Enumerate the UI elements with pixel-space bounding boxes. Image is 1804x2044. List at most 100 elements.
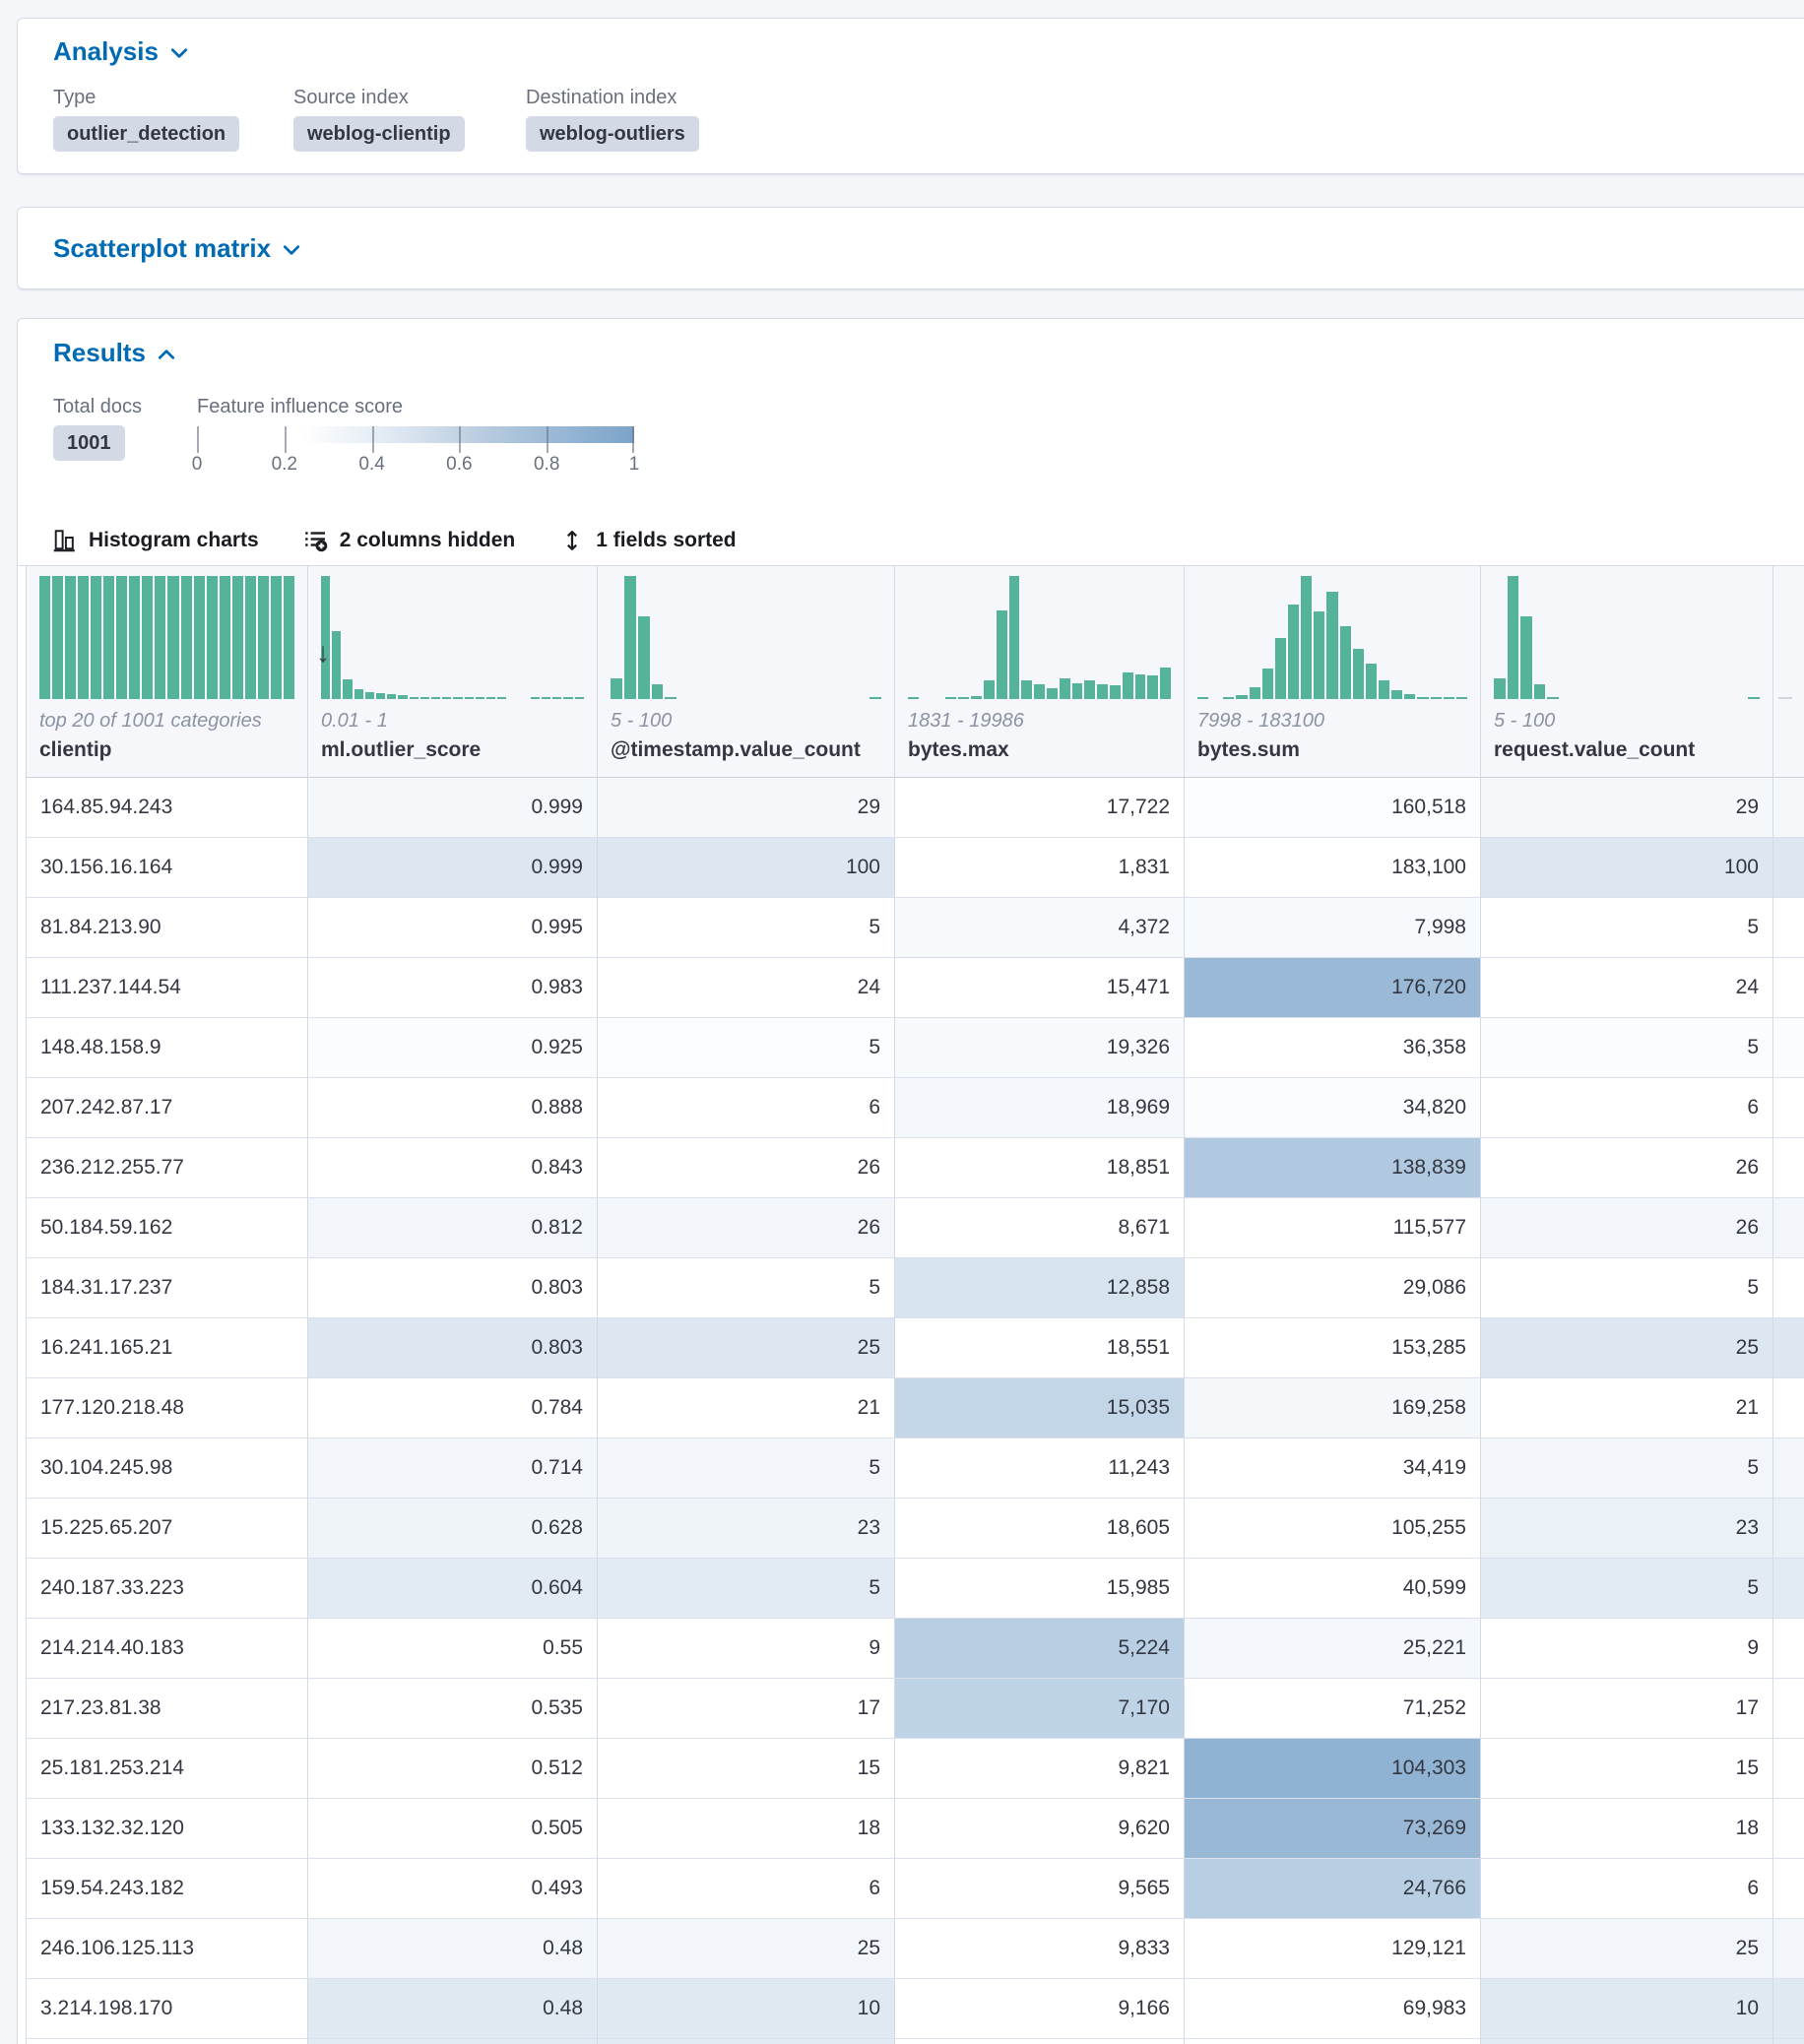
column-name[interactable]: bytes.sum xyxy=(1197,738,1300,761)
cell-bytes-max[interactable]: 11,243 xyxy=(895,1438,1185,1499)
cell-ml-outlier-score[interactable]: 0.505 xyxy=(308,1799,598,1859)
cell-clientip[interactable]: 207.242.87.17 xyxy=(27,1078,308,1138)
cell-ml-outlier-score[interactable]: 0.48 xyxy=(308,1919,598,1979)
cell-request-value-count[interactable]: 17 xyxy=(1481,1679,1773,1739)
column-name[interactable]: @timestamp.value_count xyxy=(611,738,861,761)
cell--timestamp-value-count[interactable]: 5 xyxy=(598,1559,895,1619)
cell-clientip[interactable]: 159.54.243.182 xyxy=(27,1859,308,1919)
cell-clientip[interactable]: 184.31.17.237 xyxy=(27,1258,308,1318)
column-name[interactable]: bytes.max xyxy=(908,738,1009,761)
column-header-bytes-sum[interactable]: 7998 - 183100 bytes.sum xyxy=(1185,566,1481,778)
cell-ml-outlier-score[interactable]: 0.714 xyxy=(308,1438,598,1499)
cell--timestamp-value-count[interactable]: 24 xyxy=(598,958,895,1018)
column-header--timestamp-value-count[interactable]: 5 - 100 @timestamp.value_count xyxy=(598,566,895,778)
cell--timestamp-value-count[interactable]: 10 xyxy=(598,1979,895,2039)
cell-bytes-sum[interactable]: 40,599 xyxy=(1185,1559,1481,1619)
cell-clientip[interactable]: 148.48.158.9 xyxy=(27,1018,308,1078)
cell-ml-outlier-score[interactable]: 0.999 xyxy=(308,778,598,838)
column-name[interactable]: request.value_count xyxy=(1494,738,1696,761)
column-header-bytes-max[interactable]: 1831 - 19986 bytes.max xyxy=(895,566,1185,778)
cell-request-value-count[interactable]: 21 xyxy=(1481,1378,1773,1438)
scatterplot-panel-toggle[interactable]: Scatterplot matrix xyxy=(53,231,300,265)
cell-ml-outlier-score[interactable]: 0.995 xyxy=(308,898,598,958)
cell-ml-outlier-score[interactable]: 0.55 xyxy=(308,1619,598,1679)
cell-request-value-count[interactable]: 6 xyxy=(1481,1078,1773,1138)
cell-bytes-sum[interactable]: 36,358 xyxy=(1185,1018,1481,1078)
cell-bytes-max[interactable]: 18,969 xyxy=(895,1078,1185,1138)
cell-clientip[interactable]: 15.225.65.207 xyxy=(27,1499,308,1559)
cell-request-value-count[interactable]: 23 xyxy=(1481,1499,1773,1559)
cell-request-value-count[interactable]: 10 xyxy=(1481,1979,1773,2039)
cell-request-value-count[interactable]: 5 xyxy=(1481,1438,1773,1499)
cell-ml-outlier-score[interactable]: 0.983 xyxy=(308,958,598,1018)
cell-bytes-max[interactable]: 1,831 xyxy=(895,838,1185,898)
cell-clientip[interactable]: 177.120.218.48 xyxy=(27,1378,308,1438)
cell-request-value-count[interactable]: 29 xyxy=(1481,778,1773,838)
cell-ml-outlier-score[interactable]: 0.888 xyxy=(308,1078,598,1138)
cell-ml-outlier-score[interactable]: 0.512 xyxy=(308,1739,598,1799)
cell-bytes-max[interactable]: 9,833 xyxy=(895,1919,1185,1979)
cell-request-value-count[interactable]: 25 xyxy=(1481,1919,1773,1979)
cell-bytes-sum[interactable]: 34,419 xyxy=(1185,1438,1481,1499)
cell-clientip[interactable]: 50.184.59.162 xyxy=(27,1198,308,1258)
cell-bytes-sum[interactable]: 153,285 xyxy=(1185,1318,1481,1378)
cell-bytes-max[interactable]: 19,326 xyxy=(895,1018,1185,1078)
cell-clientip[interactable]: 30.156.16.164 xyxy=(27,838,308,898)
cell-ml-outlier-score[interactable]: 0.803 xyxy=(308,1258,598,1318)
histogram-charts-button[interactable]: Histogram charts xyxy=(53,529,259,552)
cell-bytes-max[interactable]: 8,671 xyxy=(895,1198,1185,1258)
cell-clientip[interactable]: 30.104.245.98 xyxy=(27,1438,308,1499)
cell--timestamp-value-count[interactable]: 26 xyxy=(598,1198,895,1258)
cell-bytes-sum[interactable]: 73,269 xyxy=(1185,1799,1481,1859)
cell-clientip[interactable]: 81.84.213.90 xyxy=(27,898,308,958)
cell--timestamp-value-count[interactable]: 25 xyxy=(598,1919,895,1979)
cell--timestamp-value-count[interactable]: 15 xyxy=(598,1739,895,1799)
cell-bytes-max[interactable]: 18,851 xyxy=(895,1138,1185,1198)
cell-clientip[interactable]: 214.214.40.183 xyxy=(27,1619,308,1679)
cell-request-value-count[interactable]: 5 xyxy=(1481,1018,1773,1078)
cell-ml-outlier-score[interactable]: 0.535 xyxy=(308,1679,598,1739)
cell-bytes-sum[interactable]: 24,766 xyxy=(1185,1859,1481,1919)
cell--timestamp-value-count[interactable]: 21 xyxy=(598,1378,895,1438)
cell-bytes-sum[interactable]: 160,518 xyxy=(1185,778,1481,838)
cell-ml-outlier-score[interactable]: 0.48 xyxy=(308,1979,598,2039)
cell-bytes-sum[interactable]: 183,100 xyxy=(1185,838,1481,898)
cell-clientip[interactable]: 16.241.165.21 xyxy=(27,1318,308,1378)
cell-bytes-sum[interactable]: 129,121 xyxy=(1185,1919,1481,1979)
cell--timestamp-value-count[interactable]: 25 xyxy=(598,1318,895,1378)
cell-bytes-max[interactable]: 12,858 xyxy=(895,1258,1185,1318)
cell-bytes-max[interactable]: 15,985 xyxy=(895,1559,1185,1619)
analysis-panel-toggle[interactable]: Analysis xyxy=(53,34,188,68)
cell-request-value-count[interactable]: 25 xyxy=(1481,1318,1773,1378)
cell-request-value-count[interactable]: 5 xyxy=(1481,898,1773,958)
cell-bytes-max[interactable]: 18,605 xyxy=(895,1499,1185,1559)
cell-bytes-max[interactable]: 7,170 xyxy=(895,1679,1185,1739)
cell-bytes-max[interactable]: 4,372 xyxy=(895,898,1185,958)
cell-clientip[interactable]: 240.187.33.223 xyxy=(27,1559,308,1619)
cell-ml-outlier-score[interactable]: 0.843 xyxy=(308,1138,598,1198)
cell-ml-outlier-score[interactable]: 0.999 xyxy=(308,838,598,898)
cell-bytes-max[interactable]: 9,166 xyxy=(895,1979,1185,2039)
cell--timestamp-value-count[interactable]: 5 xyxy=(598,1018,895,1078)
cell--timestamp-value-count[interactable]: 29 xyxy=(598,778,895,838)
cell-bytes-sum[interactable]: 29,086 xyxy=(1185,1258,1481,1318)
cell-bytes-sum[interactable]: 104,303 xyxy=(1185,1739,1481,1799)
cell-clientip[interactable]: 25.181.253.214 xyxy=(27,1739,308,1799)
cell-bytes-sum[interactable]: 34,820 xyxy=(1185,1078,1481,1138)
cell--timestamp-value-count[interactable]: 17 xyxy=(598,1679,895,1739)
cell-ml-outlier-score[interactable]: 0.925 xyxy=(308,1018,598,1078)
cell-bytes-sum[interactable]: 25,221 xyxy=(1185,1619,1481,1679)
cell-ml-outlier-score[interactable]: 0.784 xyxy=(308,1378,598,1438)
cell--timestamp-value-count[interactable]: 5 xyxy=(598,1438,895,1499)
cell-request-value-count[interactable]: 100 xyxy=(1481,838,1773,898)
cell--timestamp-value-count[interactable]: 18 xyxy=(598,1799,895,1859)
cell-request-value-count[interactable]: 9 xyxy=(1481,1619,1773,1679)
cell-clientip[interactable]: 217.23.81.38 xyxy=(27,1679,308,1739)
cell-bytes-sum[interactable]: 115,577 xyxy=(1185,1198,1481,1258)
cell--timestamp-value-count[interactable]: 6 xyxy=(598,1859,895,1919)
results-panel-toggle[interactable]: Results xyxy=(53,336,175,369)
cell-ml-outlier-score[interactable]: 0.803 xyxy=(308,1318,598,1378)
cell--timestamp-value-count[interactable]: 5 xyxy=(598,898,895,958)
cell-bytes-max[interactable]: 5,224 xyxy=(895,1619,1185,1679)
cell-ml-outlier-score[interactable]: 0.604 xyxy=(308,1559,598,1619)
